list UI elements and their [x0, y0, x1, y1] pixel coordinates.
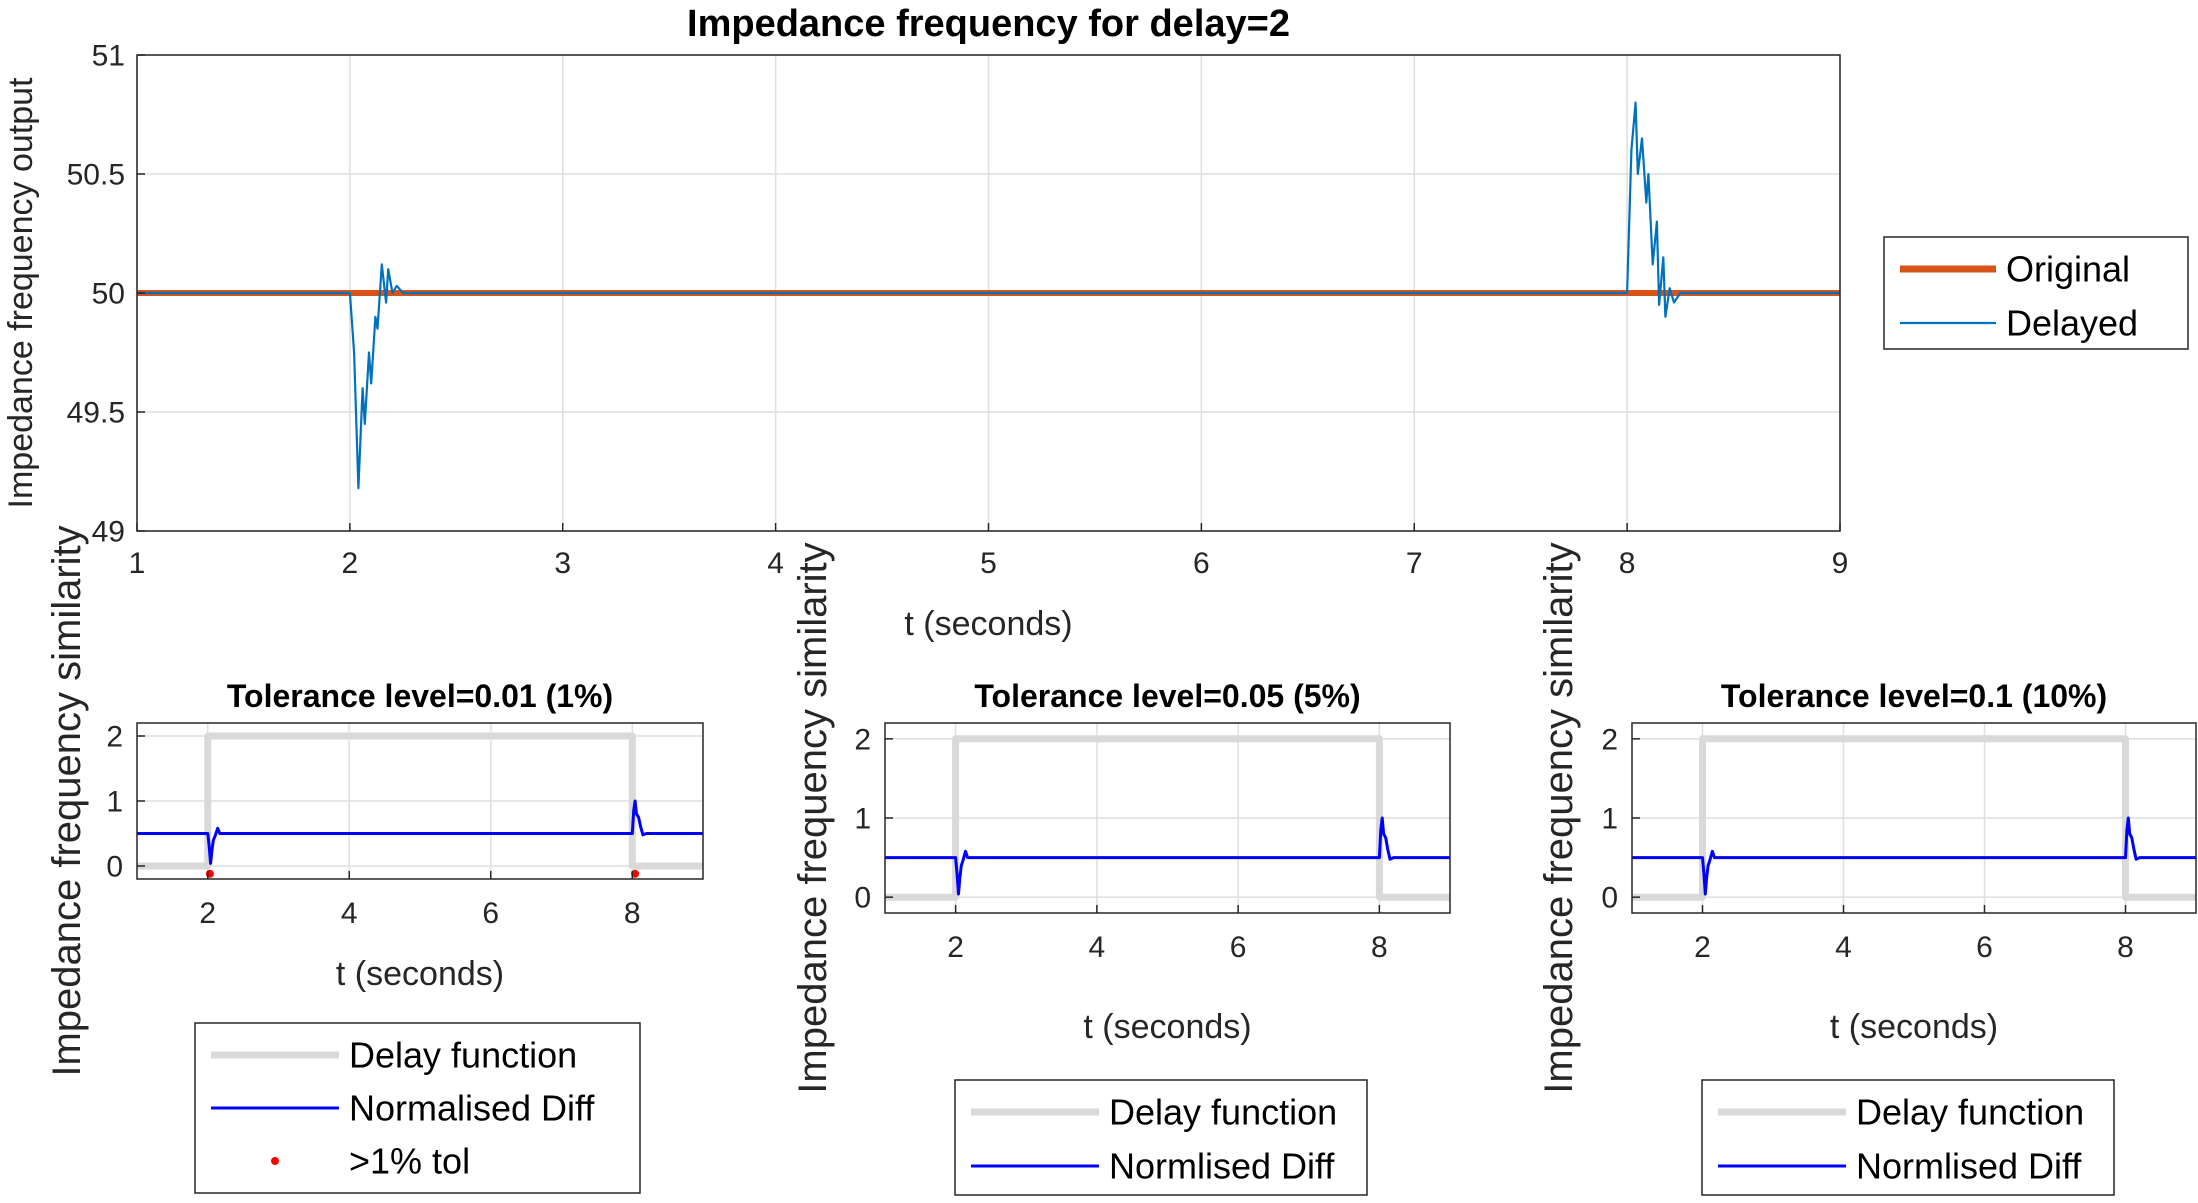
- chart2-series-line-1: [885, 816, 1450, 896]
- chart2-x-tick-label: 4: [1089, 931, 1106, 964]
- chart3-series-line-1: [1632, 816, 2196, 896]
- chart3-title: Tolerance level=0.1 (10%): [1721, 678, 2107, 714]
- chart2-title: Tolerance level=0.05 (5%): [974, 678, 1360, 714]
- chart1-legend-label: Delay function: [349, 1035, 577, 1076]
- chart1-x-tick-label: 6: [482, 897, 499, 930]
- chart2-y-tick-label: 2: [854, 723, 871, 756]
- chart1-y-tick-label: 0: [106, 851, 123, 884]
- chart1-y-tick-label: 2: [106, 721, 123, 754]
- chart2-series-line-0: [885, 735, 1450, 901]
- chart0-x-tick-label: 2: [342, 547, 359, 580]
- chart3-legend-box: [1701, 1079, 2115, 1196]
- chart0-x-tick-label: 5: [980, 547, 997, 580]
- chart0-legend-label: Original: [2006, 249, 2130, 290]
- chart0-x-tick-label: 3: [554, 547, 571, 580]
- chart0-x-tick-label: 4: [767, 547, 784, 580]
- chart1-x-tick-label: 2: [199, 897, 216, 930]
- chart3-y-tick-label: 1: [1601, 803, 1618, 836]
- chart2-x-axis-label: t (seconds): [1083, 1008, 1251, 1046]
- chart2-x-tick-label: 8: [1371, 931, 1388, 964]
- chart0-y-tick-label: 49.5: [67, 397, 125, 430]
- chart1-tol-marker: [631, 869, 640, 878]
- chart0-legend-label: Delayed: [2006, 303, 2138, 344]
- chart0-title: Impedance frequency for delay=2: [687, 3, 1290, 45]
- chart0-y-tick-label: 50.5: [67, 159, 125, 192]
- chart2-y-tick-label: 1: [854, 803, 871, 836]
- chart1-y-axis-label: Impedance frequency similarity: [45, 525, 89, 1076]
- chart0-x-tick-label: 7: [1406, 547, 1423, 580]
- chart2-legend-box: [954, 1079, 1368, 1196]
- chart0-x-tick-label: 9: [1832, 547, 1849, 580]
- chart3-x-axis-label: t (seconds): [1830, 1008, 1998, 1046]
- chart3-legend-label: Delay function: [1856, 1092, 2084, 1133]
- chart1-legend-label: >1% tol: [349, 1141, 470, 1182]
- chart3-legend-label: Normlised Diff: [1856, 1146, 2082, 1187]
- chart3-y-tick-label: 2: [1601, 723, 1618, 756]
- chart2-x-tick-label: 2: [947, 931, 964, 964]
- chart2-legend-label: Delay function: [1109, 1092, 1337, 1133]
- chart3-x-tick-label: 2: [1694, 931, 1711, 964]
- chart1-y-tick-label: 1: [106, 786, 123, 819]
- chart0-x-axis-label: t (seconds): [904, 605, 1072, 643]
- chart1-title: Tolerance level=0.01 (1%): [227, 678, 613, 714]
- chart2-x-tick-label: 6: [1230, 931, 1247, 964]
- chart0-y-tick-label: 51: [92, 40, 125, 73]
- chart2-y-axis-label: Impedance frequency similarity: [791, 542, 835, 1093]
- chart3-x-tick-label: 6: [1976, 931, 1993, 964]
- chart1-series-line-1: [137, 799, 703, 865]
- chart0-y-tick-label: 49: [92, 516, 125, 549]
- chart3-x-tick-label: 8: [2117, 931, 2134, 964]
- chart0-x-tick-label: 6: [1193, 547, 1210, 580]
- chart1-x-tick-label: 8: [624, 897, 641, 930]
- chart0-y-axis-label: Impedance frequency output: [2, 77, 40, 509]
- chart1-legend-marker: [271, 1157, 279, 1165]
- chart1-series-line-0: [137, 732, 703, 870]
- chart3-y-tick-label: 0: [1601, 882, 1618, 915]
- chart1-legend-label: Normalised Diff: [349, 1088, 595, 1129]
- chart2-legend-label: Normlised Diff: [1109, 1146, 1335, 1187]
- chart3-x-tick-label: 4: [1835, 931, 1852, 964]
- chart0-series-line-1: [137, 101, 1840, 490]
- chart0-x-tick-label: 8: [1619, 547, 1636, 580]
- chart1-x-axis-label: t (seconds): [336, 955, 504, 993]
- chart3-y-axis-label: Impedance frequency similarity: [1537, 542, 1581, 1093]
- chart1-x-tick-label: 4: [341, 897, 358, 930]
- chart0-x-tick-label: 1: [129, 547, 146, 580]
- chart3-series-line-0: [1632, 735, 2196, 901]
- chart2-y-tick-label: 0: [854, 882, 871, 915]
- chart0-y-tick-label: 50: [92, 278, 125, 311]
- chart0-legend-box: [1883, 236, 2189, 350]
